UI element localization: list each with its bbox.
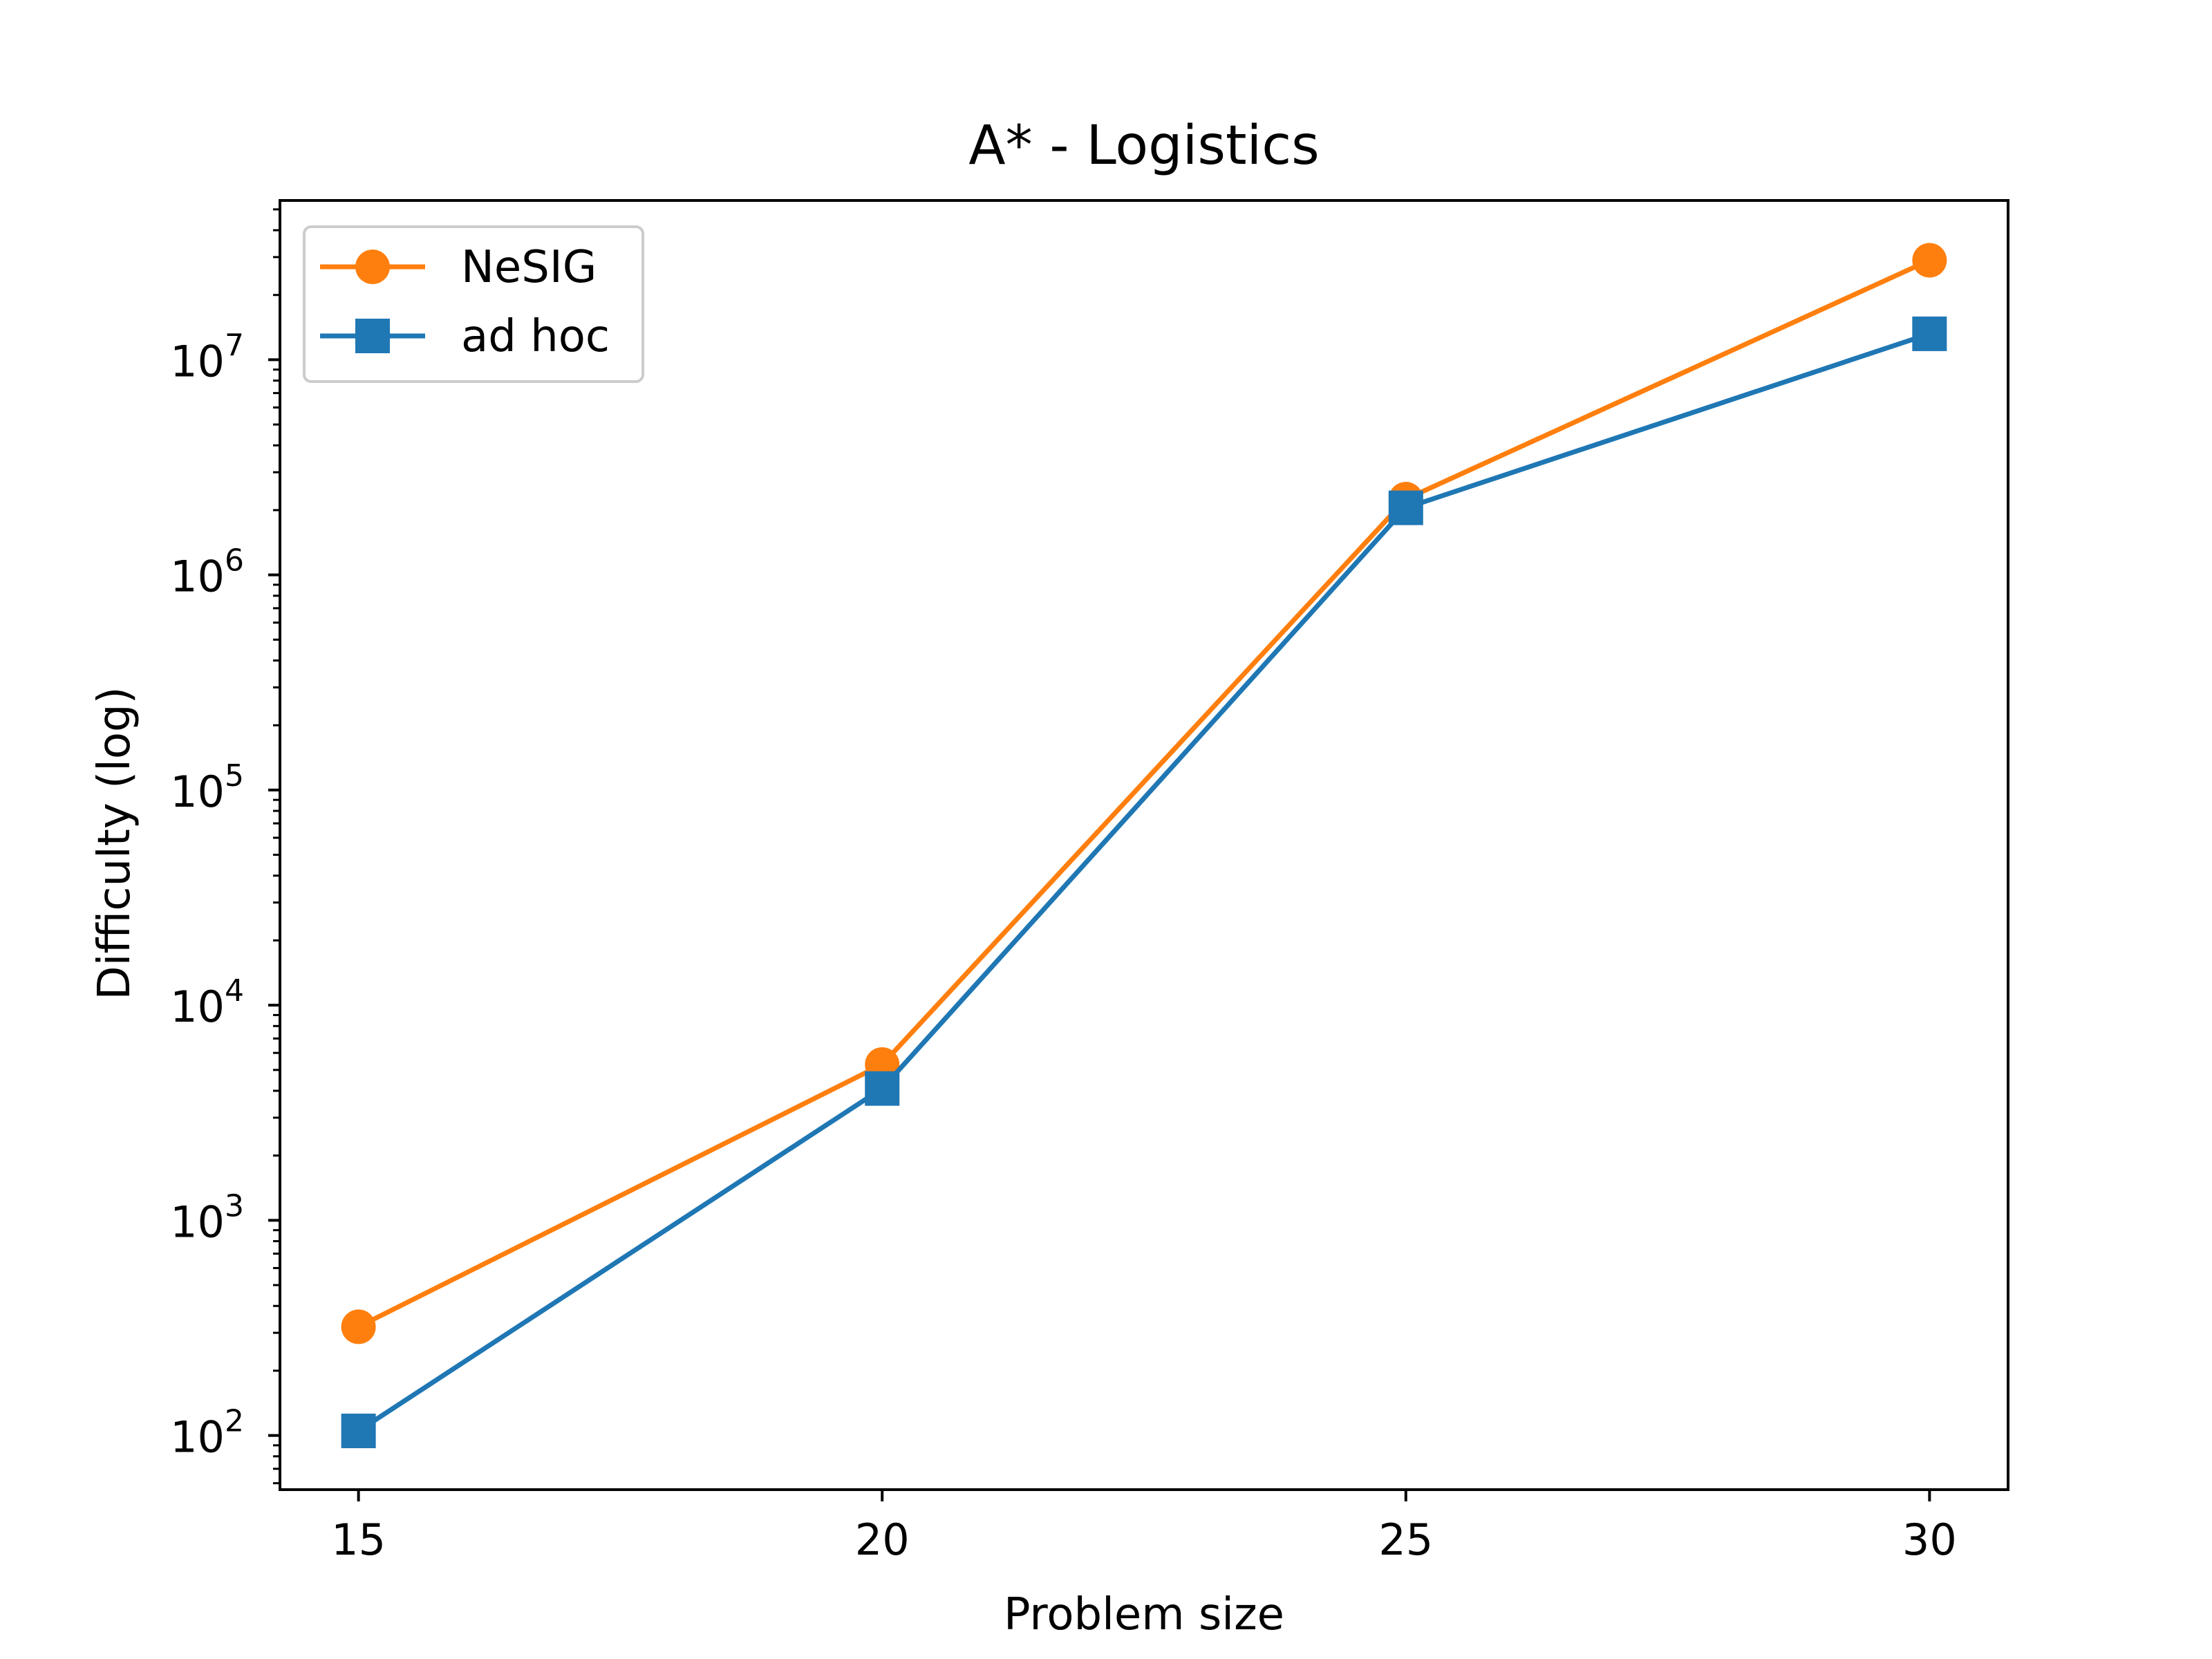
legend-label: ad hoc	[461, 311, 610, 362]
data-point	[1388, 490, 1423, 525]
series-layer	[341, 243, 1947, 1449]
x-tick-label: 30	[1902, 1515, 1957, 1565]
y-tick-label: 107	[170, 328, 244, 386]
data-point	[1912, 316, 1947, 351]
series-ad-hoc	[341, 316, 1947, 1449]
y-tick-label: 104	[170, 973, 244, 1032]
y-axis-label: Difficulty (log)	[89, 686, 140, 1000]
y-tick-label: 102	[170, 1404, 244, 1463]
data-point	[865, 1071, 900, 1106]
legend: NeSIG ad hoc	[303, 225, 644, 383]
legend-marker	[355, 250, 390, 284]
y-tick-label: 105	[170, 758, 244, 817]
x-tick-label: 20	[855, 1515, 910, 1565]
x-tick-label: 15	[331, 1515, 386, 1565]
x-tick-label: 25	[1378, 1515, 1433, 1565]
series-line	[357, 258, 1931, 1329]
data-point	[341, 1414, 376, 1449]
x-axis-label: Problem size	[1004, 1589, 1284, 1640]
y-tick-label: 106	[170, 543, 244, 602]
data-point	[341, 1309, 376, 1344]
y-tick-label: 103	[170, 1188, 244, 1247]
axis-ticks: 15 20 25 30 102 103 104 105 106 107	[170, 208, 1957, 1565]
chart-title: A* - Logistics	[968, 115, 1320, 177]
legend-label: NeSIG	[461, 242, 597, 293]
plot-frame	[279, 199, 2009, 1491]
data-point	[1912, 243, 1947, 278]
series-line	[357, 331, 1931, 1433]
legend-marker	[355, 319, 390, 353]
